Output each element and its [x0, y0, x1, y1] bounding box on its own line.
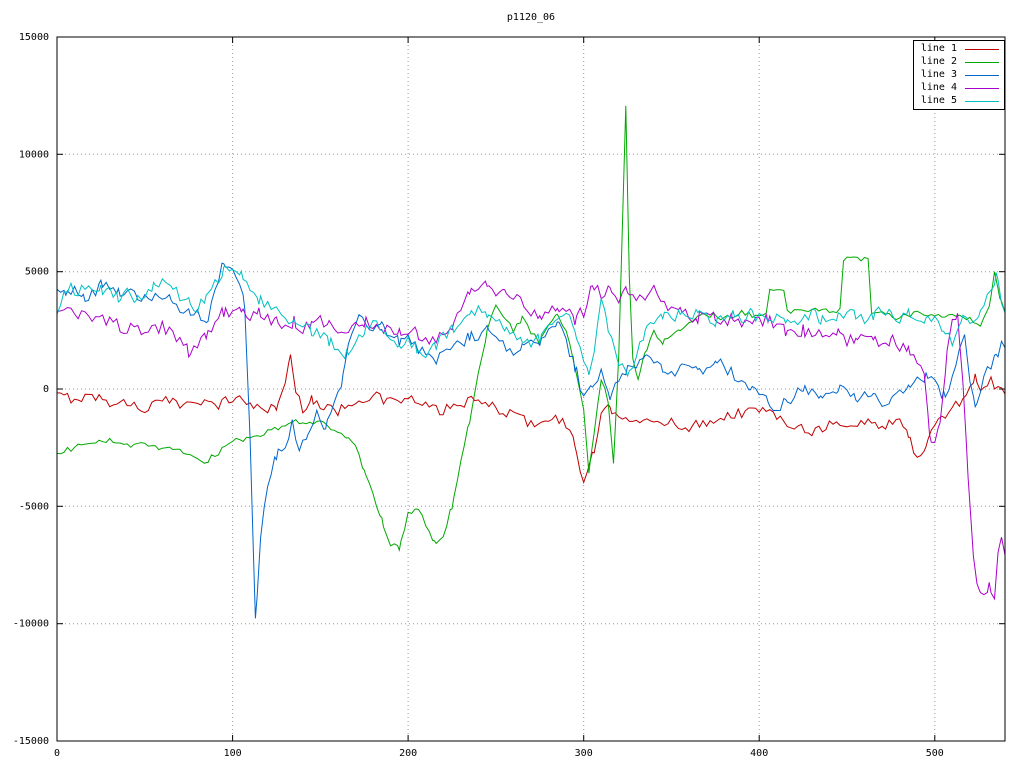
tick-labels: -15000 -10000 -5000 0 5000 10000 15000 0 100 200 3… [13, 32, 944, 759]
tick-marks [56, 36, 1005, 742]
series-line-5 [57, 265, 1005, 378]
legend-line-sample [965, 61, 999, 63]
y-tick-label: 10000 [19, 149, 49, 160]
chart-title: p1120_06 [506, 12, 556, 23]
legend-entry-label: line 5 [920, 95, 957, 106]
series-lines [57, 105, 1005, 619]
legend-entry: line 5 [921, 96, 999, 106]
series-line-2 [57, 105, 1005, 552]
legend-entry-label: line 4 [920, 82, 957, 93]
x-tick-label: 500 [926, 748, 944, 759]
y-tick-label: -15000 [13, 736, 49, 747]
plot-border [56, 36, 1006, 742]
legend: line 1 line 2 line 3 line 4 line 5 [912, 40, 1005, 110]
x-tick-label: 200 [399, 748, 417, 759]
series-line-4 [57, 280, 1005, 601]
x-tick-label: 300 [575, 748, 593, 759]
series-line-1 [57, 354, 1005, 484]
y-tick-label: 15000 [19, 32, 49, 43]
y-tick-label: -5000 [19, 501, 49, 512]
legend-entry: line 3 [921, 70, 999, 80]
legend-line-sample [965, 48, 999, 50]
y-tick-label: 0 [43, 384, 49, 395]
legend-line-sample [965, 100, 999, 102]
legend-entry-label: line 2 [920, 56, 957, 67]
legend-entry-label: line 3 [920, 69, 957, 80]
legend-entry: line 4 [921, 83, 999, 93]
gridlines [56, 36, 1005, 742]
y-tick-label: -10000 [13, 619, 49, 630]
legend-entry: line 1 [921, 44, 999, 54]
y-tick-label: 5000 [25, 267, 49, 278]
legend-entry-label: line 1 [920, 43, 957, 54]
x-tick-label: 0 [54, 748, 60, 759]
legend-entry: line 2 [921, 57, 999, 67]
legend-line-sample [965, 87, 999, 89]
series-line-3 [57, 262, 1005, 619]
x-tick-label: 100 [224, 748, 242, 759]
legend-line-sample [965, 74, 999, 76]
x-tick-label: 400 [750, 748, 768, 759]
